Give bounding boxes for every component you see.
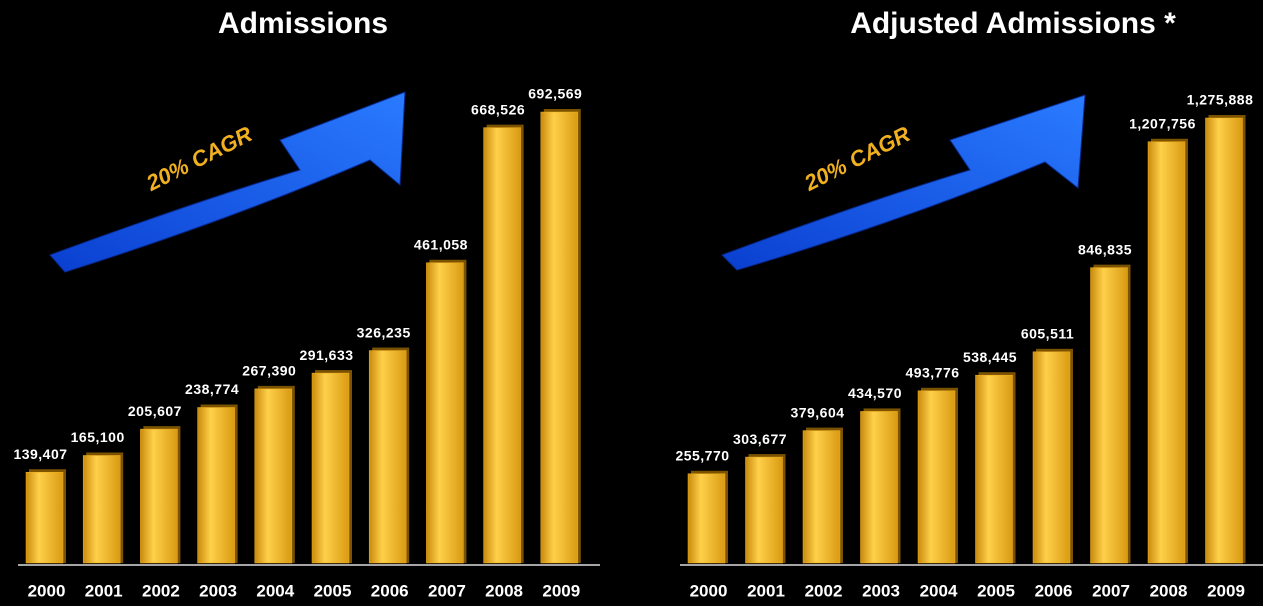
bar — [483, 127, 521, 564]
chart-title: Admissions — [218, 7, 388, 40]
bar — [82, 455, 121, 564]
bar — [1205, 117, 1243, 564]
bar — [197, 407, 235, 564]
x-tick-label: 2005 — [977, 581, 1015, 600]
x-tick-label: 2000 — [690, 581, 728, 600]
x-tick-label: 2007 — [428, 581, 466, 600]
bar — [975, 374, 1013, 564]
value-label: 267,390 — [242, 363, 296, 379]
bar — [140, 428, 178, 564]
value-label: 434,570 — [848, 385, 902, 401]
x-tick-label: 2006 — [1035, 581, 1073, 600]
bar — [1090, 267, 1128, 564]
bar — [802, 430, 841, 564]
value-label: 326,235 — [357, 324, 411, 340]
value-label: 205,607 — [128, 403, 182, 419]
x-tick-label: 2003 — [862, 581, 900, 600]
value-label: 692,569 — [528, 86, 582, 102]
bar — [687, 473, 726, 564]
value-label: 493,776 — [905, 364, 959, 380]
x-tick-label: 2004 — [920, 581, 958, 600]
bar — [368, 350, 407, 564]
x-tick-label: 2006 — [371, 581, 409, 600]
bar — [426, 262, 464, 564]
x-tick-label: 2000 — [28, 581, 66, 600]
x-tick-label: 2008 — [485, 581, 523, 600]
bar — [1147, 141, 1186, 564]
x-tick-label: 2008 — [1150, 581, 1188, 600]
x-tick-label: 2001 — [747, 581, 785, 600]
x-tick-label: 2002 — [142, 581, 180, 600]
value-label: 1,207,756 — [1129, 115, 1196, 131]
chart-title: Adjusted Admissions * — [850, 7, 1176, 40]
value-label: 379,604 — [790, 404, 844, 420]
arrow-left — [49, 91, 406, 273]
bar — [745, 456, 783, 564]
x-tick-label: 2005 — [314, 581, 352, 600]
value-label: 238,774 — [185, 381, 239, 397]
value-label: 846,835 — [1078, 241, 1132, 257]
x-tick-label: 2001 — [85, 581, 123, 600]
x-tick-label: 2003 — [199, 581, 237, 600]
value-label: 1,275,888 — [1187, 92, 1254, 108]
bar — [540, 111, 579, 564]
x-tick-label: 2007 — [1092, 581, 1130, 600]
value-label: 165,100 — [71, 429, 125, 445]
bar — [860, 411, 898, 564]
value-label: 605,511 — [1021, 326, 1074, 342]
value-label: 461,058 — [414, 236, 468, 252]
value-label: 291,633 — [299, 347, 353, 363]
x-tick-label: 2004 — [256, 581, 294, 600]
value-label: 668,526 — [471, 101, 525, 117]
bar — [254, 388, 293, 564]
x-tick-label: 2002 — [805, 581, 843, 600]
arrow-right — [721, 94, 1086, 271]
x-tick-label: 2009 — [1207, 581, 1245, 600]
value-label: 139,407 — [13, 446, 67, 462]
bar — [25, 471, 64, 564]
bar — [311, 372, 350, 564]
bar — [1032, 351, 1071, 564]
x-tick-label: 2009 — [542, 581, 580, 600]
bar — [917, 390, 956, 564]
value-label: 255,770 — [675, 447, 729, 463]
value-label: 303,677 — [733, 431, 787, 447]
value-label: 538,445 — [963, 349, 1017, 365]
